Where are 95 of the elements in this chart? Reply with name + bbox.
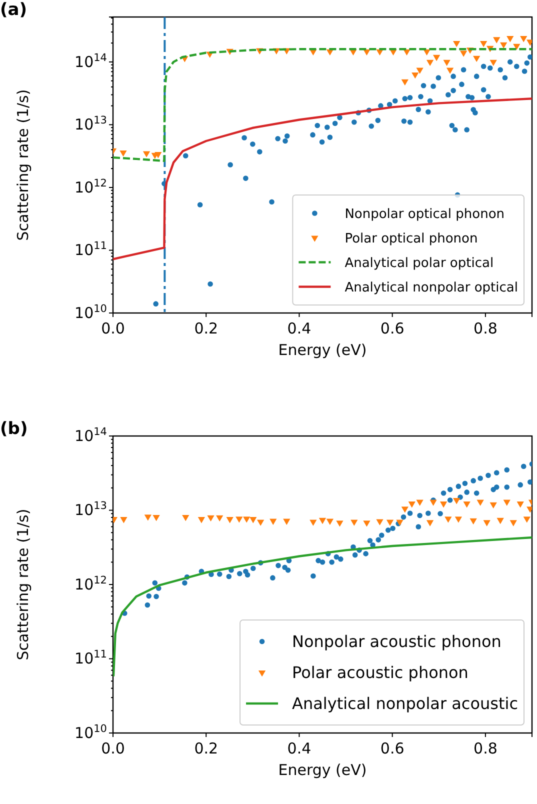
point <box>207 515 214 522</box>
x-tick-label: 0.4 <box>287 740 312 758</box>
point <box>363 520 370 527</box>
legend-label: Polar optical phonon <box>344 231 478 246</box>
point <box>483 520 490 526</box>
y-tick-label: 10$^{12}$ <box>74 574 107 594</box>
legend-label: Nonpolar optical phonon <box>344 206 505 222</box>
x-axis-title: Energy (eV) <box>278 341 367 359</box>
point <box>463 502 470 508</box>
x-tick-label: 0.2 <box>194 320 218 338</box>
chart-title: (a) <box>0 0 28 20</box>
point <box>416 500 424 506</box>
point <box>216 515 224 522</box>
point <box>506 36 514 42</box>
y-tick-label: 10$^{10}$ <box>74 302 107 322</box>
point <box>444 516 452 523</box>
x-tick-label: 0.6 <box>380 740 404 758</box>
y-tick-label: 10$^{11}$ <box>74 240 107 260</box>
point <box>496 518 504 524</box>
legend-label: Analytical nonpolar acoustic <box>292 694 518 714</box>
point <box>490 60 497 66</box>
point <box>376 519 384 526</box>
y-tick-label: 10$^{10}$ <box>74 722 107 742</box>
point <box>480 40 488 48</box>
point <box>473 56 480 62</box>
y-axis-title: Scattering rate (1/s) <box>14 89 32 241</box>
legend-label: Nonpolar acoustic phonon <box>292 632 502 652</box>
x-tick-label: 0.8 <box>474 320 498 338</box>
legend-label: Polar acoustic phonon <box>292 663 468 682</box>
point <box>510 520 517 526</box>
y-tick-label: 10$^{11}$ <box>74 648 107 668</box>
point <box>454 516 462 523</box>
point <box>243 516 250 523</box>
point <box>120 517 128 524</box>
point <box>493 37 500 44</box>
point <box>446 68 454 74</box>
point <box>443 60 450 66</box>
point <box>310 520 317 526</box>
point <box>120 150 127 157</box>
y-tick-label: 10$^{13}$ <box>74 114 107 134</box>
point <box>408 502 416 508</box>
point <box>440 502 448 508</box>
x-tick-label: 0.2 <box>194 740 218 758</box>
x-tick-label: 0.4 <box>287 320 312 338</box>
y-axis-title: Scattering rate (1/s) <box>14 508 32 660</box>
point <box>386 520 394 526</box>
point <box>516 502 524 508</box>
point <box>430 500 437 506</box>
point <box>416 68 424 74</box>
point <box>523 516 530 523</box>
legend-label: Analytical nonpolar optical <box>344 280 518 296</box>
point <box>152 514 160 522</box>
point <box>412 72 419 79</box>
point <box>401 79 408 86</box>
point <box>476 500 484 506</box>
point <box>520 36 528 42</box>
point <box>283 518 290 525</box>
y-tick-label: 10$^{13}$ <box>74 500 107 520</box>
point <box>460 50 468 57</box>
point <box>236 516 243 523</box>
point <box>182 514 190 522</box>
point <box>250 517 257 524</box>
point <box>470 518 477 525</box>
y-tick-label: 10$^{14}$ <box>74 52 108 71</box>
point <box>432 54 440 62</box>
x-tick-label: 0.0 <box>101 740 125 758</box>
point <box>426 60 434 66</box>
point <box>226 517 234 524</box>
chart-title: (b) <box>0 419 28 439</box>
point <box>318 518 326 524</box>
x-tick-label: 0.6 <box>380 320 404 338</box>
point <box>426 520 434 526</box>
y-tick-label: 10$^{14}$ <box>74 426 108 445</box>
point <box>154 152 162 158</box>
point <box>500 42 508 49</box>
point <box>453 498 460 504</box>
point <box>144 514 152 521</box>
point <box>503 500 510 506</box>
y-tick-label: 10$^{12}$ <box>74 177 107 196</box>
x-axis-title: Energy (eV) <box>278 761 367 779</box>
point <box>198 517 206 524</box>
legend-label: Analytical polar optical <box>344 256 494 271</box>
point <box>142 151 150 158</box>
point <box>257 520 264 526</box>
point <box>513 44 520 50</box>
point <box>336 520 344 527</box>
point <box>270 518 277 525</box>
point <box>326 518 334 525</box>
x-tick-label: 0.0 <box>101 320 125 338</box>
point <box>401 506 408 513</box>
point <box>490 502 497 508</box>
line-series <box>113 48 532 162</box>
point <box>453 40 460 48</box>
point <box>350 520 358 526</box>
x-tick-label: 0.8 <box>474 740 498 758</box>
